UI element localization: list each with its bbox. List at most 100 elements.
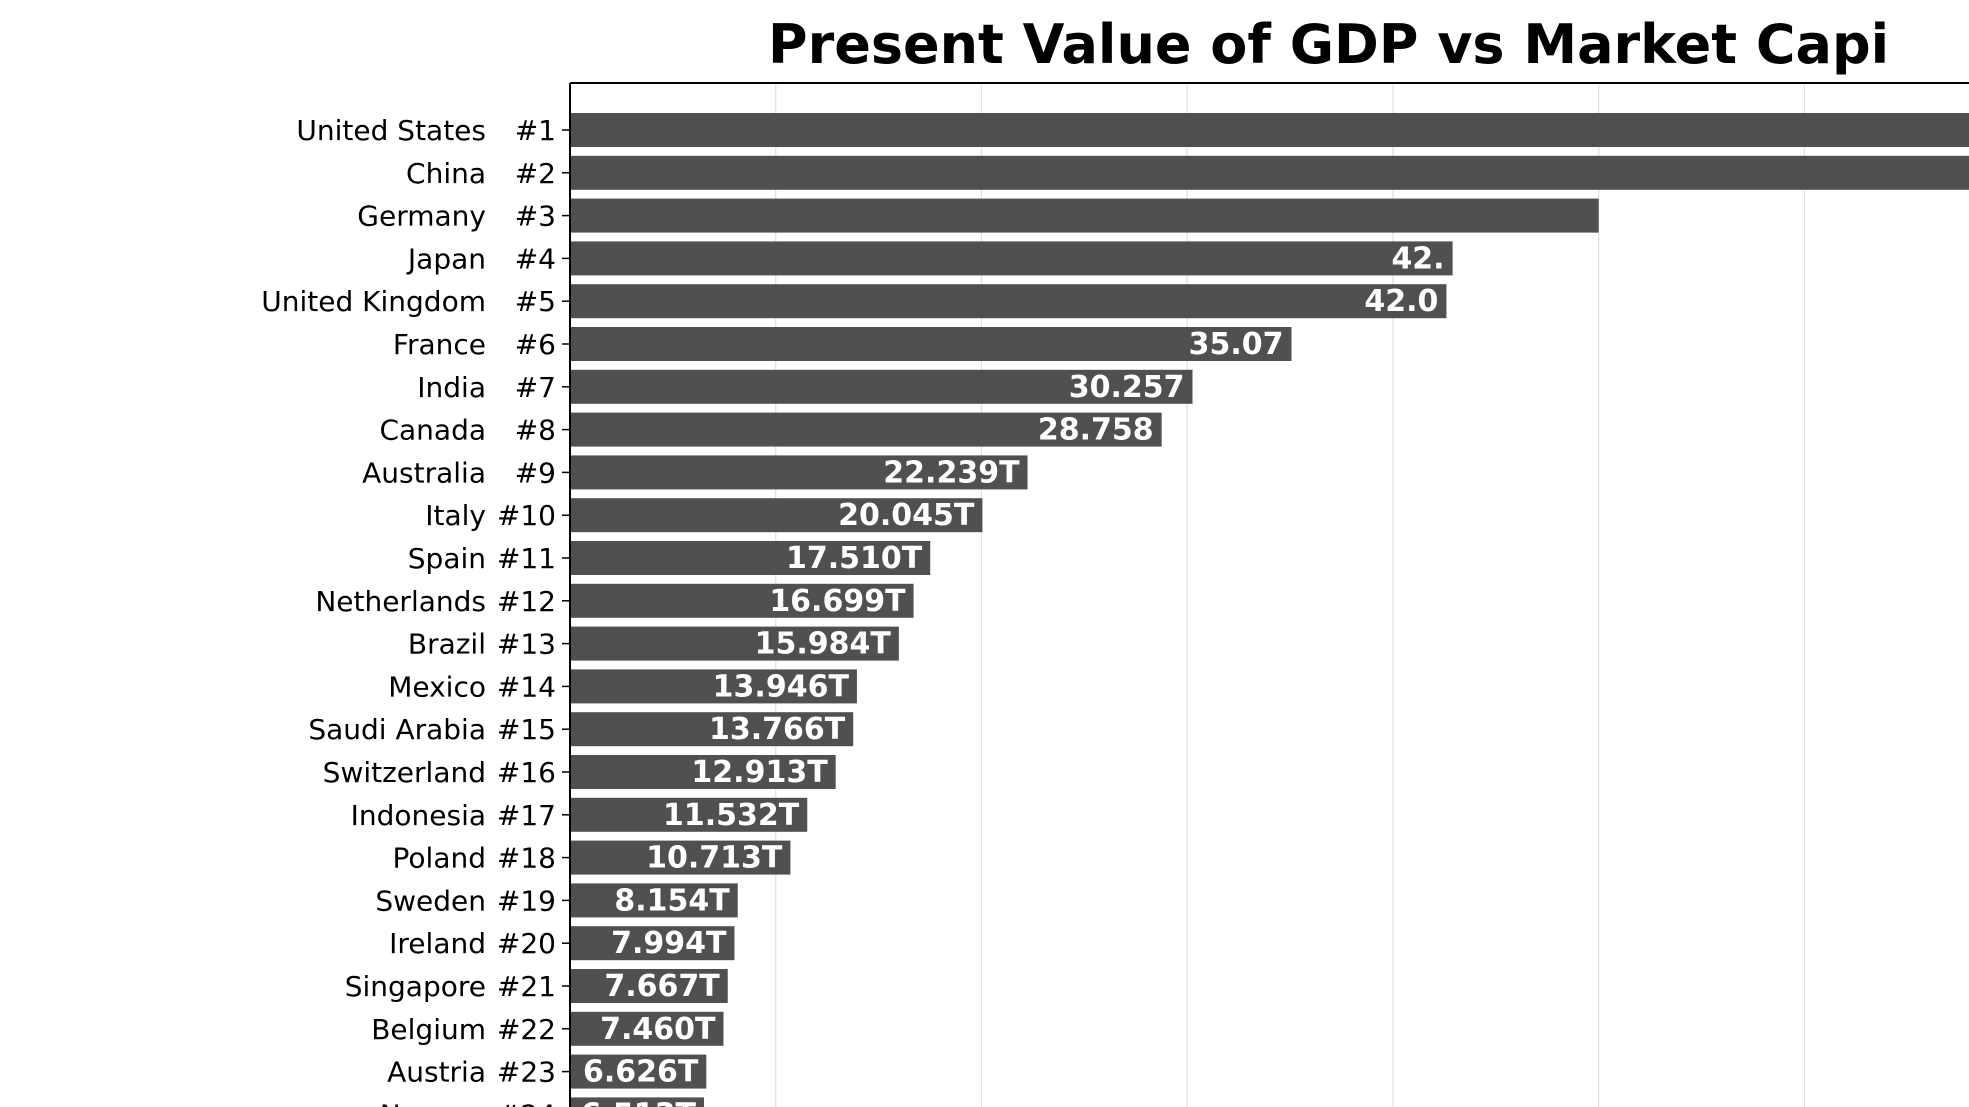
value-label: 12.913T (691, 755, 828, 790)
value-label: 17.510T (786, 541, 923, 576)
rank-label: #8 (515, 414, 556, 447)
category-label: Canada (379, 414, 486, 447)
category-label: Belgium (371, 1013, 486, 1046)
bar-mexico (570, 669, 857, 704)
rank-label: #10 (497, 499, 556, 532)
value-label: 16.699T (769, 584, 906, 619)
chart-title: Present Value of GDP vs Market Capi (768, 13, 1889, 76)
category-label: United Kingdom (261, 285, 486, 318)
category-label: India (417, 371, 486, 404)
value-label: 6.513T (581, 1097, 697, 1107)
rank-label: #4 (515, 242, 556, 275)
rank-label: #2 (515, 157, 556, 190)
rank-label: #19 (497, 884, 556, 917)
value-label: 10.713T (646, 841, 783, 876)
rank-label: #24 (497, 1098, 556, 1107)
rank-label: #18 (497, 842, 556, 875)
category-label: Japan (406, 242, 486, 275)
category-label: Netherlands (315, 585, 486, 618)
bars (570, 113, 1969, 1107)
rank-label: #23 (497, 1056, 556, 1089)
category-label: Spain (408, 542, 486, 575)
category-label: Indonesia (351, 799, 486, 832)
rank-label: #9 (515, 456, 556, 489)
rank-label: #16 (497, 756, 556, 789)
rank-label: #20 (497, 927, 556, 960)
rank-label: #12 (497, 585, 556, 618)
value-label: 7.994T (611, 926, 727, 961)
bar-india (570, 369, 1193, 404)
rank-label: #5 (515, 285, 556, 318)
bar-germany (570, 198, 1599, 233)
rank-label: #15 (497, 713, 556, 746)
bar-united-states (570, 113, 1969, 147)
category-label: Italy (425, 499, 486, 532)
value-label: 8.154T (614, 883, 730, 918)
category-label: Austria (387, 1056, 486, 1089)
value-label: 22.239T (883, 455, 1020, 490)
bar-poland (570, 840, 791, 875)
axes (562, 82, 1969, 1107)
value-label: 11.532T (663, 798, 800, 833)
category-label: Singapore (345, 970, 486, 1003)
category-label: Mexico (388, 670, 486, 703)
rank-label: #13 (497, 628, 556, 661)
bar-norway (570, 1097, 704, 1107)
grid-lines (775, 83, 1806, 1107)
value-label: 35.07 (1189, 327, 1284, 362)
bar-austria (570, 1054, 707, 1089)
rank-label: #3 (515, 200, 556, 233)
value-label: 20.045T (838, 498, 975, 533)
bar-belgium (570, 1011, 724, 1046)
bar-spain (570, 541, 931, 575)
value-label: 13.766T (709, 712, 846, 747)
category-label: Australia (362, 456, 486, 489)
rank-label: #7 (515, 371, 556, 404)
bar-france (570, 327, 1292, 361)
category-label: China (406, 157, 486, 190)
category-label: Switzerland (323, 756, 486, 789)
value-label: 15.984T (755, 627, 892, 662)
bar-ireland (570, 926, 735, 961)
category-label: Ireland (389, 927, 486, 960)
category-label: Germany (357, 200, 486, 233)
bar-canada (570, 412, 1162, 447)
category-label: Norway (380, 1098, 486, 1107)
category-label: Poland (393, 842, 486, 875)
bar-singapore (570, 969, 728, 1003)
bar-united-kingdom (570, 284, 1447, 319)
rank-label: #14 (497, 670, 556, 703)
bar-netherlands (570, 583, 914, 618)
rank-label: #21 (497, 970, 556, 1003)
bar-saudi-arabia (570, 712, 854, 747)
value-label: 7.460T (600, 1012, 716, 1047)
bar-brazil (570, 626, 899, 661)
value-label: 6.626T (583, 1055, 699, 1090)
rank-label: #11 (497, 542, 556, 575)
value-label: 13.946T (713, 669, 850, 704)
value-label: 28.758 (1038, 413, 1154, 448)
value-label: 42. (1391, 241, 1444, 276)
bar-china (570, 155, 1969, 190)
category-labels: United States #1 China #2 Germany #3 Japan #4 Un… (261, 114, 556, 1107)
value-label: 42.0 (1364, 284, 1438, 319)
bar-italy (570, 498, 983, 533)
bar-sweden (570, 883, 738, 918)
category-label: Sweden (375, 884, 486, 917)
value-label: 7.667T (604, 969, 720, 1004)
category-label: Saudi Arabia (308, 713, 486, 746)
bar-australia (570, 455, 1028, 490)
rank-label: #17 (497, 799, 556, 832)
category-label: United States (296, 114, 486, 147)
rank-label: #6 (515, 328, 556, 361)
rank-label: #22 (497, 1013, 556, 1046)
value-label: 30.257 (1069, 370, 1185, 405)
category-label: Brazil (408, 628, 486, 661)
bar-japan (570, 241, 1453, 276)
category-label: France (393, 328, 486, 361)
bar-switzerland (570, 755, 836, 789)
rank-label: #1 (515, 114, 556, 147)
